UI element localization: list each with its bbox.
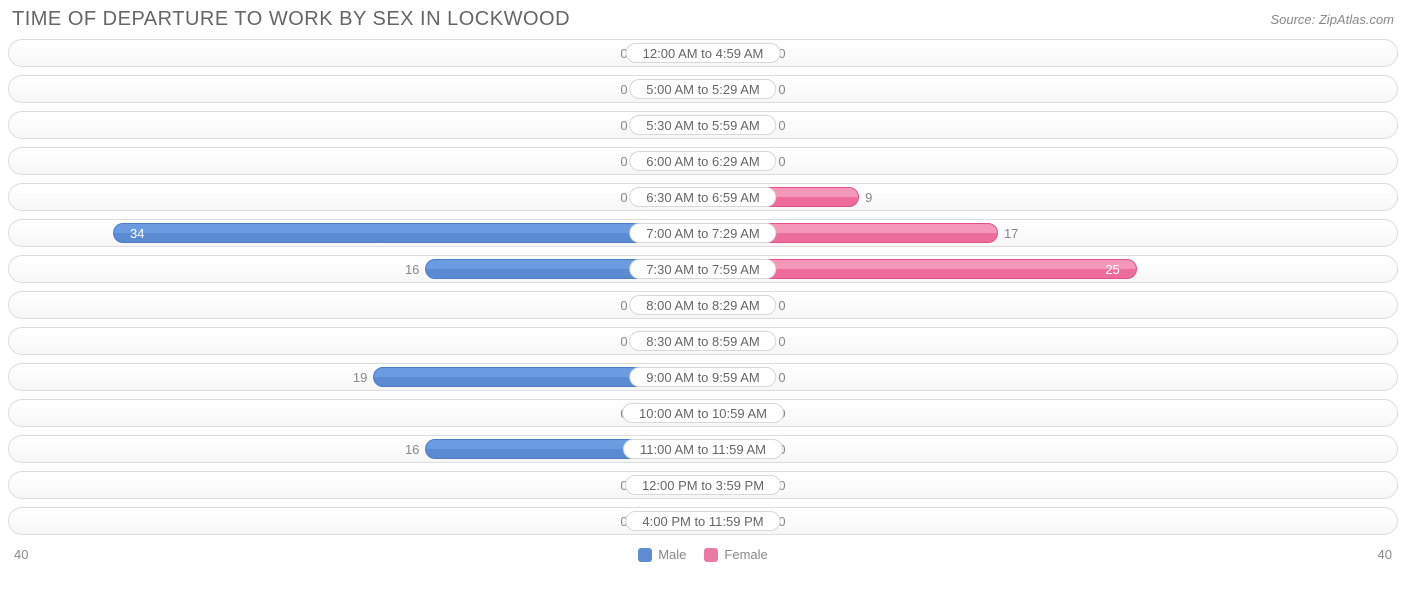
male-value: 19 <box>353 364 373 390</box>
female-value: 17 <box>998 220 1018 246</box>
chart-row: 0010:00 AM to 10:59 AM <box>8 399 1398 427</box>
chart-row: 34 17 7:00 AM to 7:29 AM <box>8 219 1398 247</box>
male-bar <box>113 223 703 243</box>
chart-row: 1909:00 AM to 9:59 AM <box>8 363 1398 391</box>
category-label: 11:00 AM to 11:59 AM <box>623 439 783 459</box>
legend-male-label: Male <box>658 547 686 562</box>
female-value: 25 <box>1105 256 1129 282</box>
category-label: 7:30 AM to 7:59 AM <box>629 259 776 279</box>
legend: Male Female <box>638 547 768 562</box>
category-label: 9:00 AM to 9:59 AM <box>629 367 776 387</box>
category-label: 6:30 AM to 6:59 AM <box>629 187 776 207</box>
female-value: 9 <box>859 184 872 210</box>
legend-item-female: Female <box>704 547 767 562</box>
chart-row: 096:30 AM to 6:59 AM <box>8 183 1398 211</box>
chart-row: 004:00 PM to 11:59 PM <box>8 507 1398 535</box>
category-label: 12:00 PM to 3:59 PM <box>625 475 781 495</box>
female-swatch-icon <box>704 548 718 562</box>
chart-title: TIME OF DEPARTURE TO WORK BY SEX IN LOCK… <box>12 8 570 31</box>
chart-source: Source: ZipAtlas.com <box>1270 12 1394 27</box>
legend-female-label: Female <box>724 547 767 562</box>
chart-footer: 40 Male Female 40 <box>8 543 1398 562</box>
chart-row: 16 25 7:30 AM to 7:59 AM <box>8 255 1398 283</box>
chart-header: TIME OF DEPARTURE TO WORK BY SEX IN LOCK… <box>8 8 1398 39</box>
category-label: 12:00 AM to 4:59 AM <box>626 43 781 63</box>
male-value: 16 <box>405 256 425 282</box>
diverging-bar-chart: 0012:00 AM to 4:59 AM 005:00 AM to 5:29 A… <box>8 39 1398 535</box>
chart-row: 008:00 AM to 8:29 AM <box>8 291 1398 319</box>
category-label: 6:00 AM to 6:29 AM <box>629 151 776 171</box>
category-label: 5:00 AM to 5:29 AM <box>629 79 776 99</box>
category-label: 4:00 PM to 11:59 PM <box>625 511 780 531</box>
male-value: 16 <box>405 436 425 462</box>
axis-max-right: 40 <box>1378 547 1392 562</box>
legend-item-male: Male <box>638 547 686 562</box>
chart-row: 005:30 AM to 5:59 AM <box>8 111 1398 139</box>
chart-row: 005:00 AM to 5:29 AM <box>8 75 1398 103</box>
category-label: 8:00 AM to 8:29 AM <box>629 295 776 315</box>
chart-row: 0012:00 AM to 4:59 AM <box>8 39 1398 67</box>
chart-row: 16011:00 AM to 11:59 AM <box>8 435 1398 463</box>
male-swatch-icon <box>638 548 652 562</box>
chart-row: 006:00 AM to 6:29 AM <box>8 147 1398 175</box>
category-label: 8:30 AM to 8:59 AM <box>629 331 776 351</box>
category-label: 5:30 AM to 5:59 AM <box>629 115 776 135</box>
chart-row: 008:30 AM to 8:59 AM <box>8 327 1398 355</box>
category-label: 10:00 AM to 10:59 AM <box>622 403 784 423</box>
axis-max-left: 40 <box>14 547 28 562</box>
category-label: 7:00 AM to 7:29 AM <box>629 223 776 243</box>
male-value: 34 <box>120 220 144 246</box>
chart-row: 0012:00 PM to 3:59 PM <box>8 471 1398 499</box>
